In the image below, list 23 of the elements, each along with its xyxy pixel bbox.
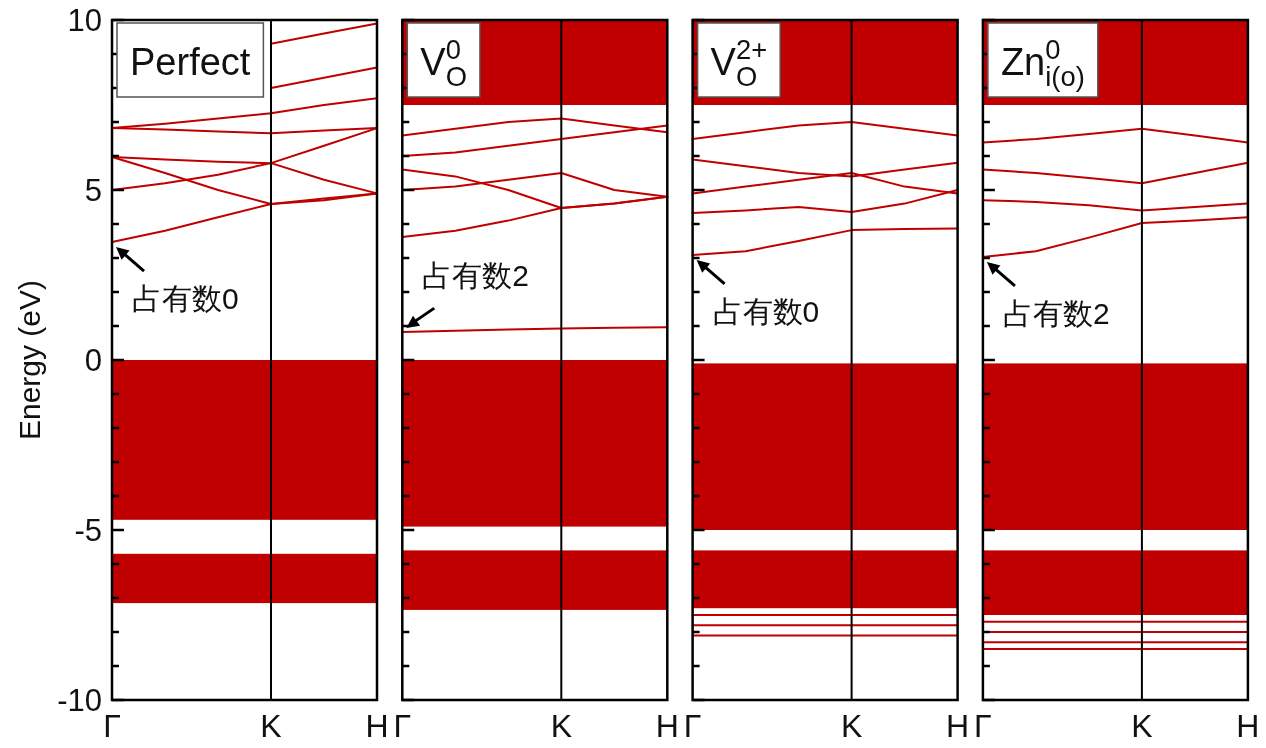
x-tick-label: Γ [974,708,992,744]
y-tick-label: 5 [84,173,102,208]
x-tick-label: K [550,708,572,744]
x-tick-label: H [946,708,970,744]
text: Perfect [130,41,251,83]
annotation: 占有数2 [422,259,529,293]
x-tick-label: H [1236,708,1260,744]
x-tick-label: Γ [683,708,702,744]
annotation: 占有数0 [712,294,820,328]
x-tick-label: K [1131,708,1153,744]
y-tick-label: 0 [84,343,102,378]
y-axis-title: Energy (eV) [13,279,46,441]
x-tick-label: K [840,708,863,744]
x-tick-label: H [655,708,679,744]
x-tick-label: K [260,708,282,744]
x-tick-label: Γ [103,708,121,744]
annotation: 占有数2 [1002,296,1110,330]
x-tick-label: Γ [393,708,412,744]
annotation: 占有数0 [132,282,239,316]
y-tick-label: -5 [74,513,102,548]
y-tick-label: -10 [57,683,102,718]
x-tick-label: H [365,708,389,744]
y-tick-label: 10 [67,3,102,38]
